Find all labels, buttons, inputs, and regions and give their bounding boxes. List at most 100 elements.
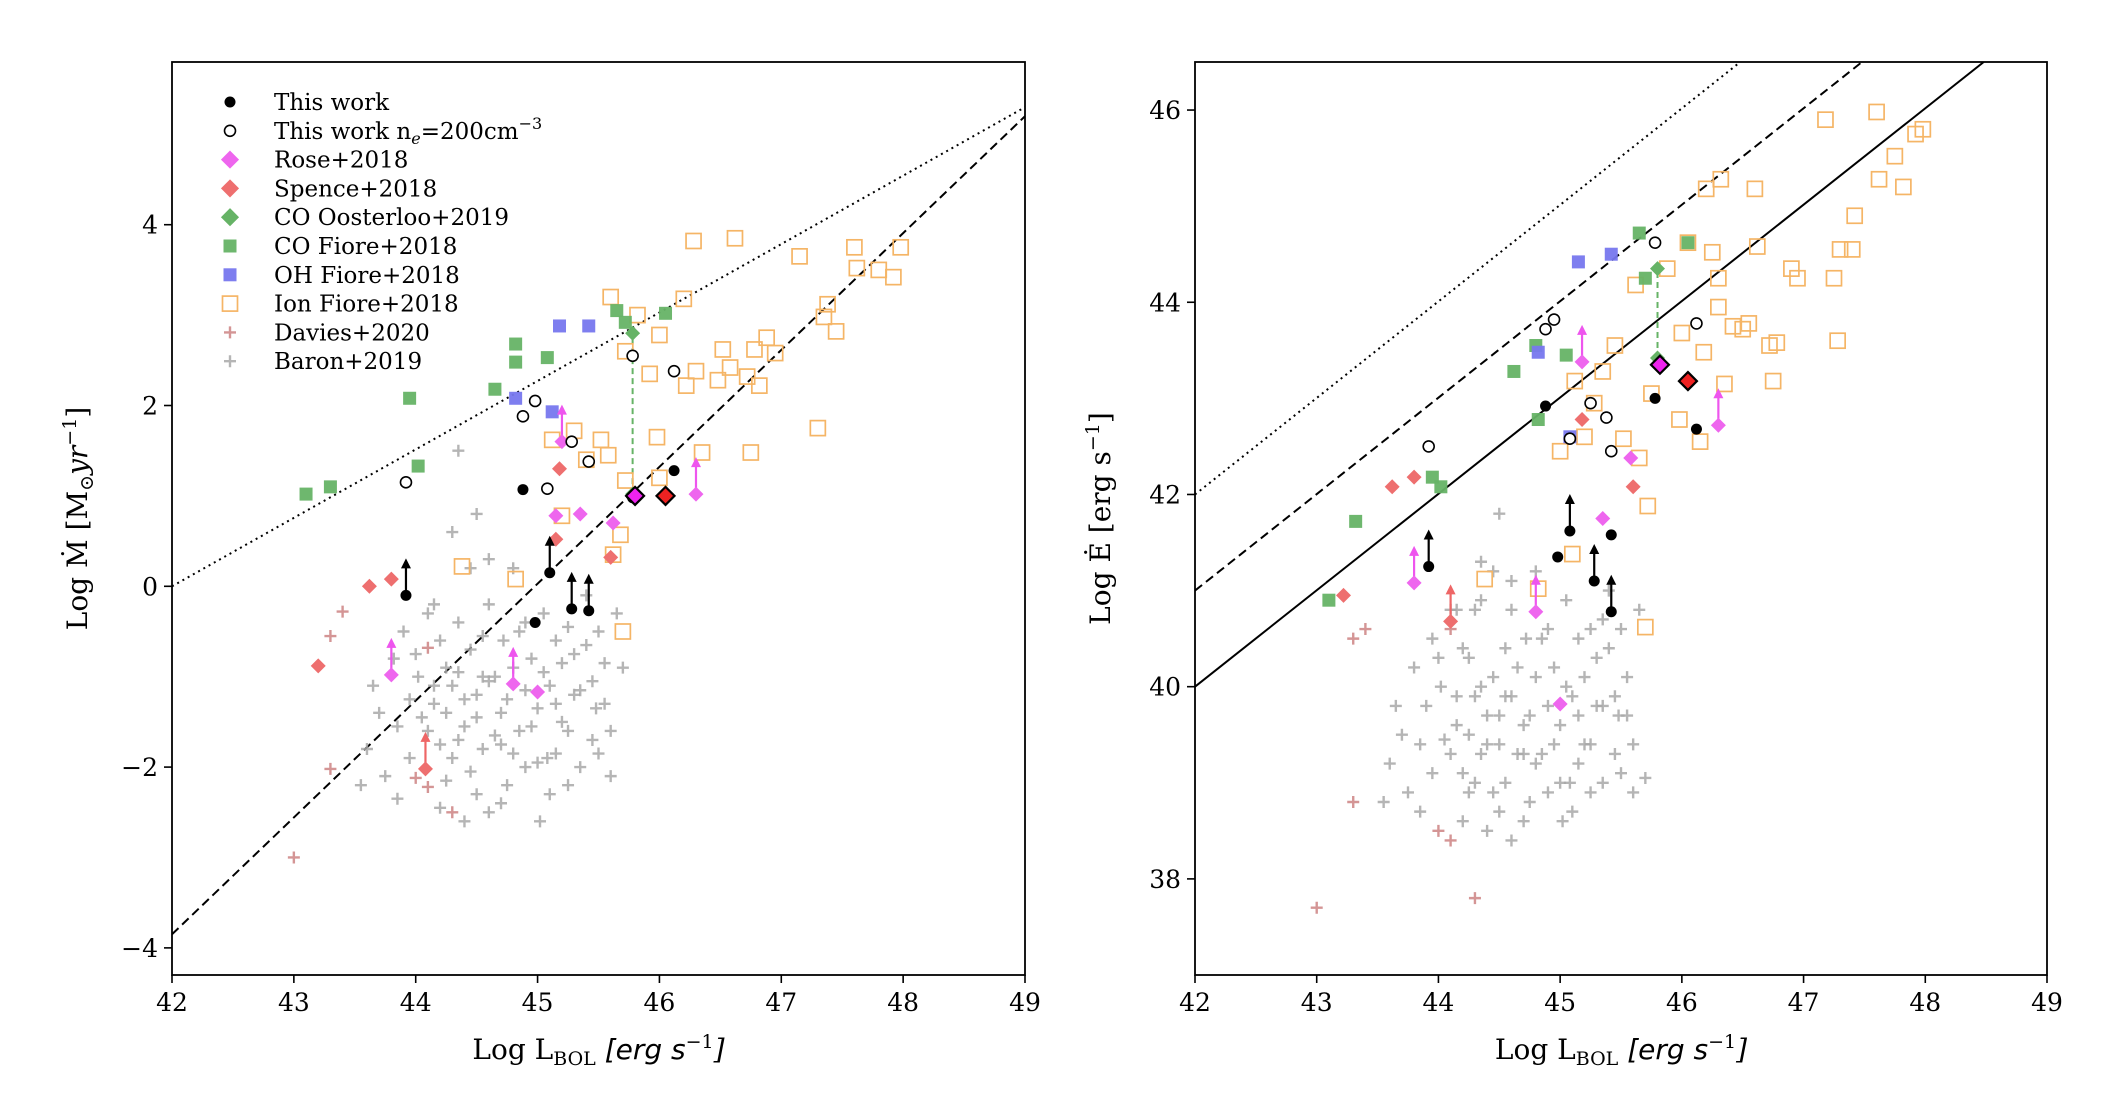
this-work-point — [1552, 551, 1564, 563]
legend-label-text: Baron+2019 — [274, 349, 422, 375]
this-work-lower-limit-arrow-head — [1589, 543, 1600, 554]
baron-2019-point — [434, 738, 447, 751]
rose-2018-lower-limit-arrow-head — [1713, 388, 1724, 399]
ion-fiore-2018-point — [1829, 332, 1847, 350]
ion-fiore-2018-point — [1817, 111, 1834, 129]
ion-fiore-2018-point — [1551, 442, 1569, 460]
baron-2019-point — [1420, 699, 1433, 712]
ion-fiore-2018-point — [592, 431, 610, 449]
baron-2019-point — [1493, 738, 1506, 751]
baron-2019-point — [586, 733, 599, 746]
davies-2020-point — [1432, 824, 1445, 837]
oh-fiore-2018-point — [1604, 247, 1618, 261]
spence-2018-point — [417, 761, 433, 777]
baron-2019-point — [1572, 757, 1585, 770]
baron-2019-point — [543, 788, 556, 801]
baron-2019-point — [440, 706, 453, 719]
baron-2019-point — [537, 666, 550, 679]
baron-2019-point — [434, 634, 447, 647]
legend-label-text: OH Fiore+2018 — [274, 263, 460, 289]
co-fiore-2018-point — [540, 351, 554, 365]
baron-2019-point — [1572, 709, 1585, 722]
baron-2019-point — [470, 507, 483, 520]
oh-fiore-2018-point — [545, 405, 559, 419]
ion-fiore-2018-point — [827, 323, 845, 340]
davies-2020-point — [1359, 623, 1372, 636]
baron-2019-point — [488, 729, 501, 742]
baron-2019-point — [1468, 690, 1481, 703]
spence-2018-highlighted-series — [1677, 370, 1699, 392]
baron-2019-point — [452, 616, 465, 629]
davies-2020-point — [324, 630, 337, 643]
co-fiore-2018-point — [299, 487, 313, 501]
baron-2019-point — [555, 715, 568, 728]
rose-2018-lower-limit-arrow-head — [386, 637, 397, 648]
x-axis-title-sub: BOL — [1576, 1048, 1619, 1070]
x-axis-title-main: Log L — [472, 1033, 553, 1066]
co-fiore-2018-point — [1559, 348, 1573, 362]
ion-fiore-2018-point — [648, 428, 666, 446]
baron-2019-point — [598, 697, 611, 710]
co-fiore-2018-point — [1507, 364, 1521, 378]
baron-2019-point — [488, 670, 501, 683]
ion-fiore-2018-point — [742, 444, 760, 461]
this-work-ne-200cm-3-point — [1563, 432, 1577, 446]
ion-fiore-2018-point — [651, 469, 668, 487]
ion-fiore-2018-point — [1870, 170, 1888, 188]
davies-2020-point — [324, 762, 337, 775]
legend-label-after: =200cm — [421, 119, 519, 145]
this-work-point — [583, 605, 595, 617]
baron-2019-point — [1554, 776, 1567, 789]
baron-2019-point — [1499, 642, 1512, 655]
baron-2019-point — [549, 747, 562, 760]
ion-fiore-2018-point — [1764, 372, 1782, 390]
baron-2019-point — [1520, 632, 1533, 645]
baron-2019-point — [1481, 738, 1494, 751]
legend-label-baron-2019: Baron+2019 — [274, 349, 422, 375]
legend-label-text: Davies+2020 — [274, 320, 430, 346]
baron-2019-point — [580, 639, 593, 652]
legend-label-this-work: This work — [274, 90, 390, 116]
baron-2019-point — [1590, 651, 1603, 664]
ion-fiore-2018-point — [1710, 269, 1727, 287]
this-work-ne-200cm-3-point — [1604, 444, 1618, 458]
legend-marker-this-work-n — [223, 124, 237, 138]
ion-fiore-2018-point — [721, 359, 739, 376]
baron-2019-point — [464, 765, 477, 778]
baron-2019-point — [616, 661, 629, 674]
baron-2019-point — [482, 806, 495, 819]
x-axis-title: Log LBOL [erg s−1] — [472, 1031, 724, 1070]
baron-2019-point — [541, 752, 554, 765]
legend-marker-ion-fiore-2018 — [221, 295, 239, 312]
ion-fiore-2018-point — [1679, 234, 1697, 252]
ion-fiore-2018-point — [714, 341, 732, 358]
this-work-ne-200cm-3-point — [582, 455, 596, 468]
ion-fiore-2018-point — [1476, 570, 1494, 588]
y-tick-label: 44 — [1149, 288, 1181, 317]
baron-2019-point — [482, 598, 495, 611]
legend-label-text: CO Fiore+2018 — [274, 234, 457, 260]
rose-2018-point — [1552, 696, 1568, 712]
baron-2019-point — [1487, 671, 1500, 684]
plot-area — [172, 106, 1025, 936]
rose-2018-lower-limit-arrow-head — [556, 404, 567, 415]
this-work-ne-200cm-3-point — [541, 482, 554, 495]
baron-2019-point — [427, 679, 440, 692]
baron-2019-point — [1475, 555, 1488, 568]
baron-2019-point — [1408, 661, 1421, 674]
baron-2019-point — [534, 815, 547, 828]
legend-label-davies-2020: Davies+2020 — [274, 320, 430, 346]
this-work-ne-200cm-3-point — [528, 394, 542, 408]
ion-fiore-2018-point — [616, 472, 634, 489]
x-axis-title: Log LBOL [erg s−1] — [1495, 1031, 1747, 1070]
ion-fiore-2018-point — [1594, 363, 1612, 380]
baron-2019-point — [403, 752, 416, 765]
ion-fiore-2018-point — [809, 419, 827, 437]
ion-fiore-2018-point — [1740, 315, 1758, 332]
ion-fiore-2018-point — [1886, 147, 1904, 165]
legend-label-text: Ion Fiore+2018 — [274, 292, 459, 318]
rose-2018-point — [548, 508, 564, 524]
y-axis-title-sub: ⊙ — [76, 475, 98, 491]
baron-2019-point — [1535, 747, 1548, 760]
this-work-ne-200cm-3-point — [626, 349, 639, 363]
